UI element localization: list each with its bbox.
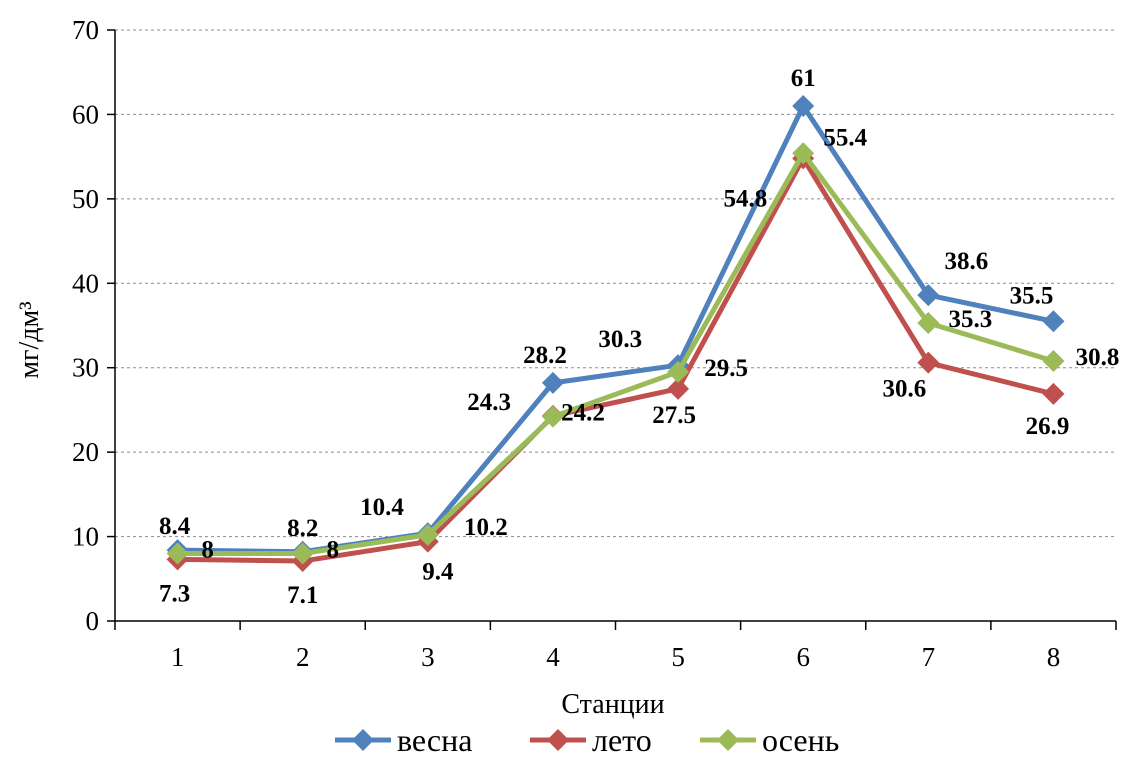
data-label: 9.4 <box>422 559 454 586</box>
y-axis-title: мг/дм³ <box>14 301 45 378</box>
data-label: 7.3 <box>159 580 190 607</box>
data-label: 61 <box>791 65 816 92</box>
x-tick-label: 6 <box>796 642 810 672</box>
data-label: 8.2 <box>287 515 318 542</box>
legend-item: осень <box>700 722 839 757</box>
x-tick-label: 7 <box>922 642 936 672</box>
data-point-marker <box>541 371 564 394</box>
data-label: 55.4 <box>823 124 867 151</box>
legend-label: осень <box>762 722 839 757</box>
data-point-marker <box>1042 349 1065 372</box>
data-point-marker <box>667 377 690 400</box>
data-point-marker <box>291 542 314 565</box>
data-point-marker <box>541 405 564 428</box>
data-labels: 8.4 8.2 10.4 28.2 30.3 61 38.6 35.5 7.3 7.1 9.4 24.… <box>159 65 1119 609</box>
legend: весна лето осень <box>335 722 839 757</box>
data-point-marker <box>667 360 690 383</box>
data-label: 27.5 <box>652 402 696 429</box>
data-label: 38.6 <box>944 248 988 275</box>
data-point-marker <box>792 94 815 117</box>
data-point-marker <box>917 351 940 374</box>
data-label: 8.4 <box>159 513 191 540</box>
y-tick-label: 0 <box>86 606 100 636</box>
data-point-marker <box>917 284 940 307</box>
data-label: 30.6 <box>882 376 926 403</box>
series-2 <box>166 147 1065 573</box>
data-point-marker <box>416 523 439 546</box>
legend-label: весна <box>397 722 472 757</box>
data-point-marker <box>166 542 189 565</box>
data-label: 28.2 <box>523 342 567 369</box>
data-label: 7.1 <box>287 582 318 609</box>
x-tick-label: 8 <box>1047 642 1061 672</box>
y-tick-label: 10 <box>72 522 99 552</box>
legend-label: лето <box>592 722 652 757</box>
y-tick-label: 30 <box>72 353 99 383</box>
data-label: 24.2 <box>561 400 605 427</box>
y-tick-label: 60 <box>72 99 99 129</box>
x-tick-label: 4 <box>546 642 560 672</box>
legend-item: лето <box>530 722 652 757</box>
data-point-marker <box>792 142 815 165</box>
y-tick-label: 70 <box>72 15 99 45</box>
data-label: 29.5 <box>704 355 748 382</box>
data-point-marker <box>1042 310 1065 333</box>
data-label: 26.9 <box>1026 413 1070 440</box>
y-tick-label: 50 <box>72 184 99 214</box>
data-point-marker <box>1042 382 1065 405</box>
data-point-marker <box>917 311 940 334</box>
data-label: 35.5 <box>1010 282 1054 309</box>
data-label: 35.3 <box>948 306 992 333</box>
data-label: 10.4 <box>360 494 404 521</box>
x-tick-label: 3 <box>421 642 435 672</box>
data-label: 30.3 <box>598 326 642 353</box>
x-tick-label: 5 <box>671 642 685 672</box>
legend-marker <box>352 729 374 751</box>
data-label: 30.8 <box>1076 344 1120 371</box>
y-tick-label: 40 <box>72 268 99 298</box>
x-axis-title: Станции <box>561 689 664 720</box>
data-label: 8 <box>326 536 339 563</box>
axes: 0 10 20 30 40 50 60 70 1 2 3 4 5 6 7 8 <box>72 15 1117 672</box>
data-label: 8 <box>201 536 214 563</box>
data-label: 10.2 <box>464 514 508 541</box>
series-lines <box>166 94 1065 573</box>
series-line <box>177 155 1055 564</box>
series-3 <box>166 142 1065 565</box>
legend-item: весна <box>335 722 472 757</box>
legend-marker <box>717 729 739 751</box>
y-tick-label: 20 <box>72 437 99 467</box>
data-label: 54.8 <box>723 185 767 212</box>
series-line <box>177 150 1055 556</box>
legend-marker <box>547 729 569 751</box>
x-tick-label: 1 <box>171 642 185 672</box>
data-label: 24.3 <box>467 389 511 416</box>
x-tick-label: 2 <box>296 642 310 672</box>
gridlines <box>115 29 1116 538</box>
